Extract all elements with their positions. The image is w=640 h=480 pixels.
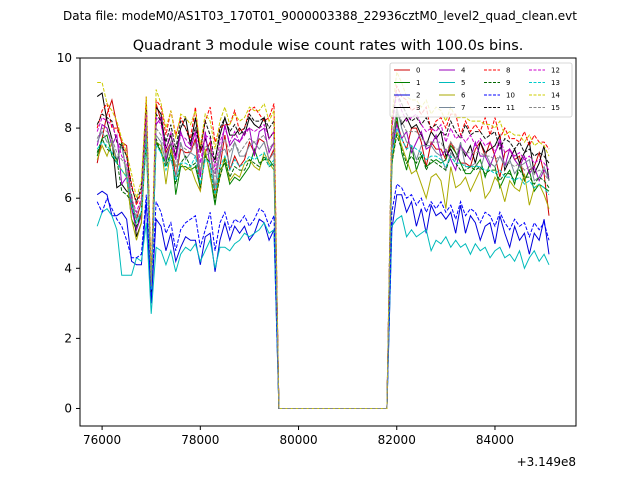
x-tick-label: 84000	[476, 433, 514, 447]
legend-label-0: 0	[416, 67, 420, 75]
y-tick-label: 4	[64, 261, 72, 275]
legend-label-14: 14	[551, 92, 560, 100]
x-tick-label: 78000	[181, 433, 219, 447]
series-line-15	[96, 108, 550, 409]
y-tick-label: 10	[57, 51, 72, 65]
chart-title: Quadrant 3 module wise count rates with …	[133, 38, 524, 54]
legend-label-6: 6	[461, 92, 466, 100]
axes-background	[80, 58, 576, 426]
legend-label-12: 12	[551, 67, 560, 75]
legend-label-4: 4	[461, 67, 466, 75]
series-line-13	[96, 126, 550, 409]
y-tick-label: 2	[64, 331, 72, 345]
legend-label-13: 13	[551, 79, 560, 87]
figure-suptitle: Data file: modeM0/AS1T03_170T01_90000033…	[63, 9, 577, 23]
x-axis-offset-label: +3.149e8	[517, 455, 576, 469]
legend-label-10: 10	[506, 92, 515, 100]
legend-label-5: 5	[461, 79, 465, 87]
legend-label-3: 3	[416, 104, 420, 112]
y-axis: 0 2 4 6 8 10	[57, 51, 80, 415]
series-line-14	[97, 70, 550, 409]
legend-label-9: 9	[506, 79, 510, 87]
x-tick-label: 80000	[279, 433, 317, 447]
x-tick-label: 76000	[83, 433, 121, 447]
x-tick-label: 82000	[378, 433, 416, 447]
y-tick-label: 8	[64, 121, 72, 135]
legend-label-7: 7	[461, 104, 465, 112]
legend-label-2: 2	[416, 92, 420, 100]
x-axis: 76000 78000 80000 82000 84000	[83, 426, 514, 447]
legend-label-8: 8	[506, 67, 510, 75]
plot-area	[79, 57, 577, 427]
legend-label-1: 1	[416, 79, 420, 87]
axes-frame	[79, 57, 577, 427]
y-tick-label: 0	[64, 401, 72, 415]
series-layer	[96, 70, 550, 409]
legend-label-15: 15	[551, 104, 560, 112]
legend-box	[389, 62, 573, 118]
y-tick-label: 6	[64, 191, 72, 205]
legend-label-11: 11	[506, 104, 515, 112]
